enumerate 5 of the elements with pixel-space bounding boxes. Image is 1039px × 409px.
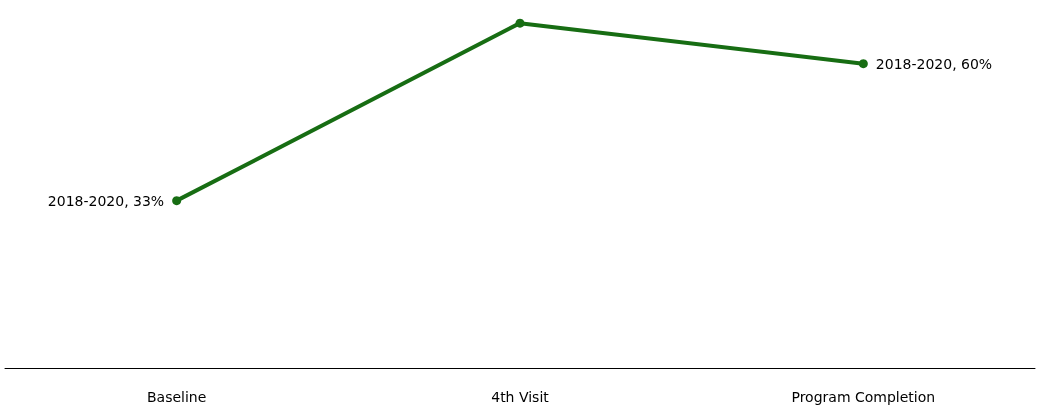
data-label: 2018-2020, 33% [47, 192, 165, 209]
x-tick-label: Baseline [146, 389, 207, 405]
x-tick-label: 4th Visit [491, 389, 550, 405]
data-label: 2018-2020, 60% [875, 55, 993, 72]
x-tick-label: Program Completion [791, 389, 936, 405]
